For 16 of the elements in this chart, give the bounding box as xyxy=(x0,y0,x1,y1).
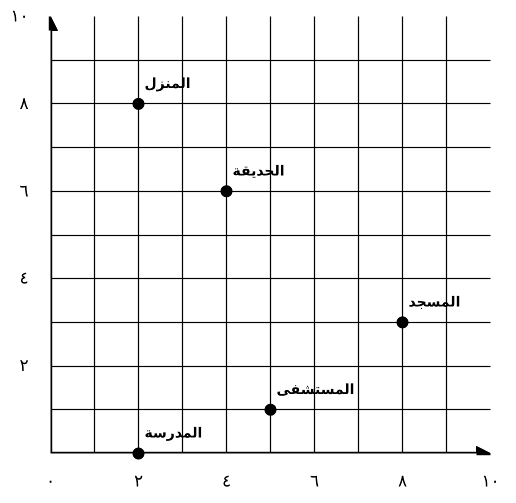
point xyxy=(396,316,408,328)
y-tick-label: ٦ xyxy=(20,181,28,202)
point xyxy=(220,185,232,198)
x-tick-label: ١٠ xyxy=(482,472,500,492)
x-tick-label: ٤ xyxy=(222,472,231,492)
point xyxy=(264,404,276,416)
y-tick-label: ٤ xyxy=(20,268,28,289)
y-tick-label: ١٠ xyxy=(10,6,28,26)
point xyxy=(132,98,144,110)
x-tick-label: ٦ xyxy=(310,472,319,492)
x-tick-label: ٨ xyxy=(398,472,407,492)
x-tick-label: ٠ xyxy=(46,472,55,492)
x-tick-label: ٢ xyxy=(134,472,143,492)
y-tick-label: ٢ xyxy=(20,356,28,376)
y-tick-label: ٨ xyxy=(20,94,28,114)
point xyxy=(132,448,144,460)
